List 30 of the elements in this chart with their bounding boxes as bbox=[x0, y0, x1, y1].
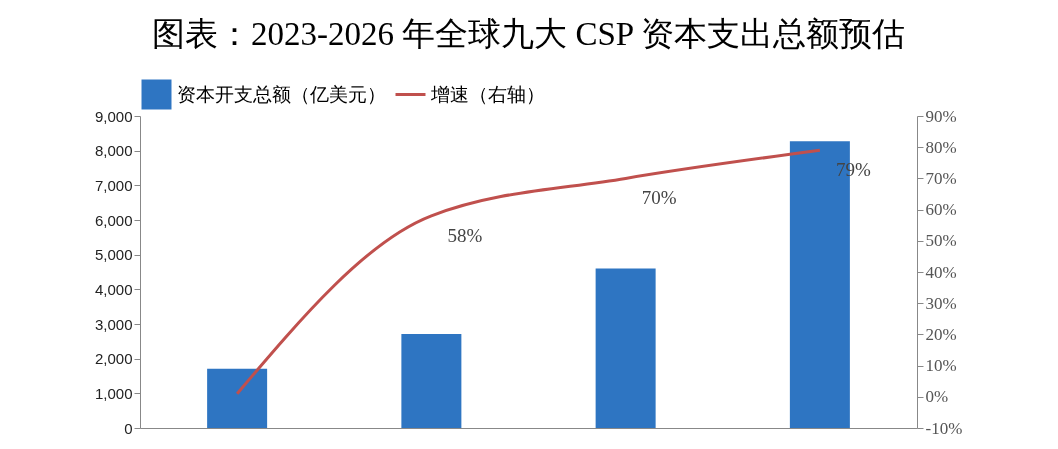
y2-tick-label: 60% bbox=[925, 200, 957, 220]
data-label: 58% bbox=[447, 224, 483, 246]
y-tick-label: 2,000 bbox=[94, 350, 133, 368]
y-tick-label: 9,000 bbox=[94, 107, 133, 125]
bar bbox=[595, 268, 656, 428]
bar bbox=[207, 368, 268, 428]
y2-tick-label: 50% bbox=[925, 231, 957, 251]
y2-tick-label: -10% bbox=[925, 418, 963, 438]
y-tick-label: 1,000 bbox=[94, 384, 133, 402]
chart-title: 图表：2023-2026 年全球九大 CSP 资本支出总额预估 bbox=[151, 16, 906, 52]
legend-label: 资本开支总额（亿美元） bbox=[177, 82, 386, 105]
y-tick-label: 5,000 bbox=[94, 246, 133, 264]
y2-tick-label: 20% bbox=[925, 324, 957, 344]
y-tick-label: 4,000 bbox=[94, 280, 133, 298]
y2-tick-label: 0% bbox=[925, 387, 949, 407]
y2-tick-label: 70% bbox=[925, 168, 957, 188]
y-tick-label: 7,000 bbox=[94, 176, 133, 194]
legend-label: 增速（右轴） bbox=[430, 82, 545, 105]
y2-tick-label: 90% bbox=[925, 106, 957, 126]
y2-tick-label: 40% bbox=[925, 262, 957, 282]
bar bbox=[401, 334, 462, 428]
y2-tick-label: 80% bbox=[925, 137, 957, 157]
line-series bbox=[235, 148, 822, 396]
y2-tick-label: 10% bbox=[925, 356, 957, 376]
y-tick-label: 8,000 bbox=[94, 142, 133, 160]
y-tick-label: 0 bbox=[124, 419, 133, 437]
y-tick-label: 3,000 bbox=[94, 315, 133, 333]
y-tick-label: 6,000 bbox=[94, 211, 133, 229]
data-label: 70% bbox=[641, 187, 677, 209]
y2-tick-label: 30% bbox=[925, 293, 957, 313]
